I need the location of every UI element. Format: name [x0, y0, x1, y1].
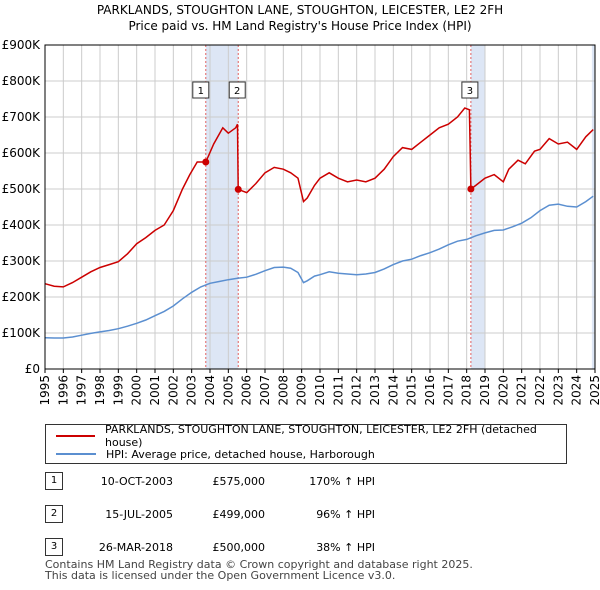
- sale-badge-text: 3: [467, 86, 473, 97]
- chart-title: PARKLANDS, STOUGHTON LANE, STOUGHTON, LE…: [0, 2, 600, 34]
- x-tick-label: 2013: [368, 375, 382, 406]
- shaded-period: [470, 45, 485, 369]
- legend: PARKLANDS, STOUGHTON LANE, STOUGHTON, LE…: [45, 423, 567, 464]
- sale-number-badge: 3: [45, 538, 63, 556]
- x-tick-label: 2002: [166, 375, 180, 406]
- shaded-period: [591, 45, 595, 369]
- footer-attribution: Contains HM Land Registry data © Crown c…: [45, 559, 473, 581]
- y-tick-label: £200K: [2, 290, 42, 304]
- sale-number-badge: 1: [45, 472, 63, 490]
- x-tick-label: 2004: [203, 375, 217, 406]
- sale-badge-marker: 2: [228, 81, 246, 99]
- x-tick-label: 2018: [460, 375, 474, 406]
- x-axis-ticks: 1995 1996 1997 1998 1999 2000 2001 2002 2003 2004…: [38, 369, 600, 406]
- x-tick-label: 2025: [588, 375, 600, 406]
- sale-price: £575,000: [212, 475, 266, 488]
- x-tick-label: 2003: [185, 375, 199, 406]
- x-tick-label: 2011: [331, 375, 345, 406]
- sale-badge-text: 1: [198, 86, 204, 97]
- x-tick-label: 2021: [515, 375, 529, 406]
- title-line-1: PARKLANDS, STOUGHTON LANE, STOUGHTON, LE…: [96, 3, 504, 17]
- x-tick-label: 2020: [496, 375, 510, 406]
- sale-date: 10-OCT-2003: [100, 475, 173, 488]
- x-tick-label: 1998: [93, 375, 107, 406]
- y-axis-ticks: £0 £100K £200K £300K £400K £500K £600K £700K £80…: [2, 38, 42, 376]
- x-tick-label: 2015: [405, 375, 419, 406]
- x-tick-label: 2016: [423, 375, 437, 406]
- sale-hpi-change: 38% ↑ HPI: [316, 541, 375, 554]
- sale-point: [467, 185, 475, 193]
- sale-badge-box: [192, 81, 210, 99]
- sale-row: 1 10-OCT-2003 £575,000 170% ↑ HPI: [45, 472, 445, 492]
- sale-badge-marker: 1: [192, 81, 210, 99]
- sale-point: [234, 185, 242, 193]
- y-tick-label: £900K: [2, 38, 42, 52]
- sale-badge-marker: 3: [461, 81, 479, 99]
- sale-date: 15-JUL-2005: [105, 508, 173, 521]
- sale-points: [202, 158, 475, 193]
- x-tick-label: 2001: [148, 375, 162, 406]
- x-tick-label: 1996: [56, 375, 70, 406]
- x-tick-label: 2000: [130, 375, 144, 406]
- x-tick-label: 1999: [111, 375, 125, 406]
- y-tick-label: £0: [25, 362, 40, 376]
- legend-label-property: PARKLANDS, STOUGHTON LANE, STOUGHTON, LE…: [105, 423, 537, 449]
- legend-label-hpi: HPI: Average price, detached house, Harb…: [106, 447, 375, 461]
- x-tick-label: 2008: [276, 375, 290, 406]
- sale-date: 26-MAR-2018: [98, 541, 173, 554]
- legend-item-hpi: HPI: Average price, detached house, Harb…: [46, 446, 375, 462]
- sale-badges: 1 2 3: [192, 81, 479, 99]
- y-tick-label: £700K: [2, 110, 42, 124]
- sale-point: [202, 158, 210, 166]
- x-tick-label: 2024: [570, 375, 584, 406]
- y-tick-label: £100K: [2, 326, 42, 340]
- sale-price: £500,000: [212, 541, 266, 554]
- sale-row: 3 26-MAR-2018 £500,000 38% ↑ HPI: [45, 538, 445, 558]
- x-tick-label: 1995: [38, 375, 52, 406]
- y-tick-label: £500K: [2, 182, 42, 196]
- x-tick-label: 2014: [386, 375, 400, 406]
- x-tick-label: 2022: [533, 375, 547, 406]
- grid-layer: [44, 44, 596, 370]
- x-tick-label: 2012: [350, 375, 364, 406]
- x-tick-label: 2006: [240, 375, 254, 406]
- x-tick-label: 2017: [441, 375, 455, 406]
- sale-badge-box: [461, 81, 479, 99]
- sale-hpi-change: 170% ↑ HPI: [309, 475, 375, 488]
- x-tick-label: 2019: [478, 375, 492, 406]
- shaded-period: [205, 45, 239, 369]
- sale-badge-text: 2: [234, 86, 240, 97]
- x-tick-label: 2007: [258, 375, 272, 406]
- x-tick-label: 2005: [221, 375, 235, 406]
- y-tick-label: £300K: [2, 254, 42, 268]
- title-line-2: Price paid vs. HM Land Registry's House …: [128, 19, 472, 33]
- shade-layer: [205, 45, 595, 369]
- footer-line-1: Contains HM Land Registry data © Crown c…: [45, 558, 473, 571]
- property-series-line: [44, 107, 594, 288]
- legend-swatch-property: [56, 435, 95, 437]
- footer-line-2: This data is licensed under the Open Gov…: [45, 569, 396, 582]
- x-tick-label: 1997: [75, 375, 89, 406]
- y-tick-label: £800K: [2, 74, 42, 88]
- x-tick-label: 2010: [313, 375, 327, 406]
- x-tick-label: 2023: [551, 375, 565, 406]
- legend-item-property: PARKLANDS, STOUGHTON LANE, STOUGHTON, LE…: [46, 423, 566, 449]
- sale-badge-box: [228, 81, 246, 99]
- sale-hpi-change: 96% ↑ HPI: [316, 508, 375, 521]
- legend-swatch-hpi: [56, 453, 96, 455]
- hpi-series-line: [44, 195, 594, 339]
- y-tick-label: £400K: [2, 218, 42, 232]
- y-tick-label: £600K: [2, 146, 42, 160]
- sale-row: 2 15-JUL-2005 £499,000 96% ↑ HPI: [45, 505, 445, 525]
- sale-marker-lines: [205, 45, 472, 369]
- sale-price: £499,000: [212, 508, 266, 521]
- x-tick-label: 2009: [295, 375, 309, 406]
- sale-number-badge: 2: [45, 505, 63, 523]
